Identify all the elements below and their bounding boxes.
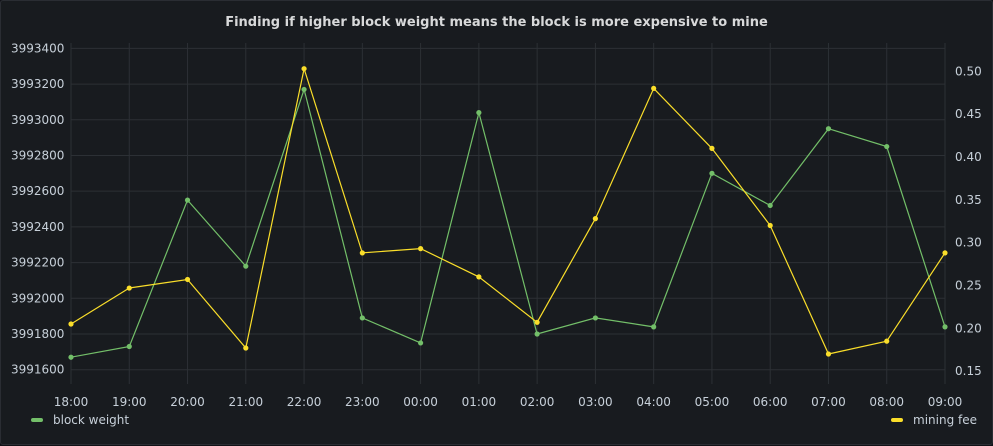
y-left-tick-label: 3992600: [11, 184, 64, 198]
data-point-block-weight: [825, 126, 832, 132]
data-point-block-weight: [359, 315, 365, 321]
y-right-tick-label: 0.30: [955, 236, 982, 250]
y-right-tick-label: 0.25: [955, 278, 982, 292]
x-tick-label: 01:00: [462, 395, 497, 409]
y-right-tick-label: 0.20: [955, 321, 982, 335]
data-point-mining-fee: [418, 246, 424, 252]
data-point-block-weight: [709, 170, 715, 176]
data-point-mining-fee: [592, 216, 599, 222]
data-point-block-weight: [476, 110, 482, 116]
data-point-mining-fee: [476, 274, 482, 280]
y-left-tick-label: 3992400: [11, 220, 64, 234]
data-point-mining-fee: [301, 66, 307, 72]
data-point-block-weight: [243, 263, 249, 269]
x-tick-label: 19:00: [112, 395, 147, 409]
x-tick-label: 20:00: [170, 395, 205, 409]
x-tick-label: 22:00: [287, 395, 322, 409]
y-right-tick-label: 0.45: [955, 107, 982, 121]
legend-swatch-mining-fee: [891, 418, 903, 422]
data-point-mining-fee: [359, 250, 365, 256]
data-point-mining-fee: [126, 285, 132, 291]
y-left-tick-label: 3993400: [11, 41, 64, 55]
legend-item-mining-fee[interactable]: mining fee: [891, 413, 977, 427]
data-point-block-weight: [184, 197, 191, 203]
data-point-block-weight: [301, 86, 307, 93]
x-tick-label: 05:00: [695, 395, 730, 409]
y-left-tick-label: 3991600: [11, 363, 64, 377]
x-tick-label: 18:00: [54, 395, 89, 409]
x-tick-label: 02:00: [520, 395, 555, 409]
data-point-mining-fee: [942, 250, 948, 256]
y-left-tick-label: 3993000: [11, 113, 64, 127]
y-left-tick-label: 3992800: [11, 148, 64, 162]
y-right-tick-label: 0.50: [955, 64, 982, 78]
x-tick-label: 06:00: [753, 395, 788, 409]
y-left-tick-label: 3993200: [11, 77, 64, 91]
data-point-block-weight: [68, 354, 74, 360]
x-tick-label: 00:00: [403, 395, 438, 409]
data-point-mining-fee: [534, 319, 540, 325]
x-tick-label: 23:00: [345, 395, 380, 409]
series-line-mining-fee: [70, 66, 946, 355]
legend-item-block-weight[interactable]: block weight: [31, 413, 129, 427]
data-point-mining-fee: [825, 351, 832, 357]
data-point-block-weight: [767, 202, 773, 209]
chart-title: Finding if higher block weight means the…: [225, 15, 768, 30]
data-point-block-weight: [534, 331, 540, 337]
y-right-tick-label: 0.35: [955, 193, 982, 207]
data-point-mining-fee: [243, 345, 249, 351]
data-point-mining-fee: [68, 321, 74, 327]
y-right-tick-label: 0.15: [955, 364, 982, 378]
legend-swatch-block-weight: [31, 418, 43, 422]
data-point-mining-fee: [767, 222, 773, 229]
y-left-tick-label: 3991800: [11, 327, 64, 341]
legend-label-mining-fee: mining fee: [913, 413, 977, 427]
x-tick-label: 08:00: [869, 395, 904, 409]
legend-label-block-weight: block weight: [53, 413, 130, 427]
series-line-block-weight: [70, 87, 946, 358]
data-point-mining-fee: [184, 276, 191, 283]
y-right-tick-label: 0.40: [955, 150, 982, 164]
data-point-mining-fee: [709, 145, 715, 151]
x-tick-label: 03:00: [578, 395, 613, 409]
x-tick-label: 21:00: [229, 395, 264, 409]
data-point-block-weight: [651, 324, 657, 330]
y-left-tick-label: 3992200: [11, 256, 64, 270]
data-point-mining-fee: [651, 85, 657, 92]
data-point-block-weight: [942, 324, 948, 330]
x-tick-label: 09:00: [928, 395, 963, 409]
y-left-tick-label: 3992000: [11, 291, 64, 305]
data-point-block-weight: [126, 343, 132, 350]
data-point-mining-fee: [884, 338, 890, 344]
data-point-block-weight: [418, 340, 424, 346]
data-point-block-weight: [884, 143, 890, 150]
x-tick-label: 07:00: [811, 395, 846, 409]
x-tick-label: 04:00: [636, 395, 671, 409]
data-point-block-weight: [592, 315, 599, 321]
